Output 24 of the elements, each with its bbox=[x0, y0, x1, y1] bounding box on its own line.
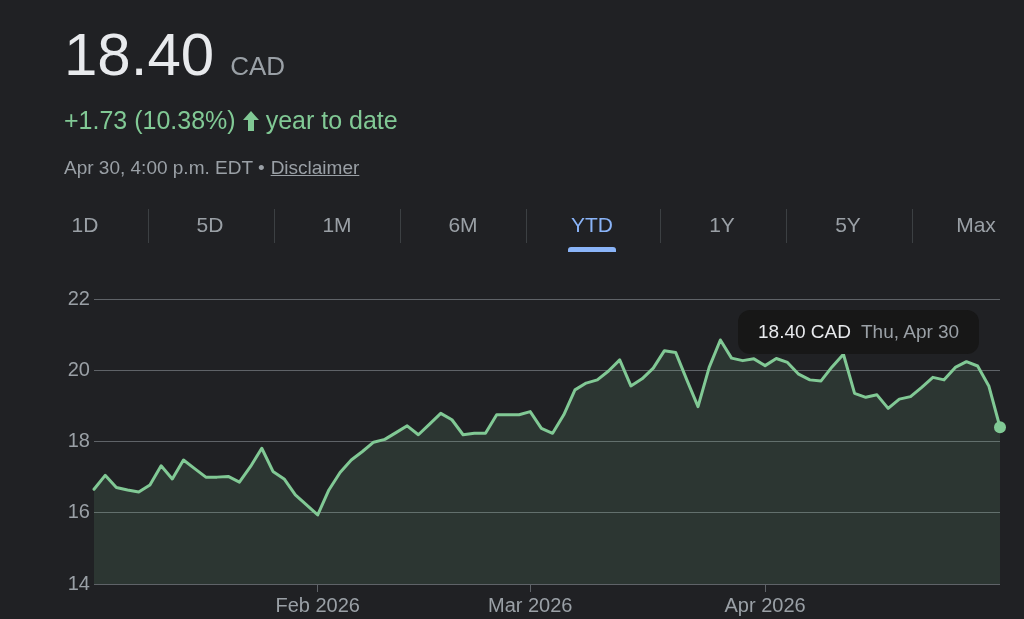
text: 1M bbox=[321, 213, 353, 237]
text: +1.73 (10.38%) bbox=[64, 106, 236, 135]
text: year to date bbox=[265, 106, 398, 135]
y-tick-label: 22 bbox=[67, 286, 90, 309]
text: Max bbox=[955, 213, 997, 237]
text: 1D bbox=[70, 213, 100, 237]
x-tick-label: Mar 2026 bbox=[487, 593, 573, 616]
annotation: Thu, Apr 30 bbox=[860, 321, 960, 343]
text: YTD bbox=[570, 213, 614, 237]
y-tick-label: 16 bbox=[67, 500, 90, 523]
text: 6M bbox=[447, 213, 479, 237]
y-tick-label: 20 bbox=[67, 357, 90, 380]
y-tick-label: 14 bbox=[67, 571, 90, 594]
chart-title: 18.40 bbox=[64, 20, 215, 89]
text: 1Y bbox=[708, 213, 736, 237]
y-tick-label: 18 bbox=[67, 429, 90, 452]
text: CAD bbox=[230, 51, 286, 82]
text: Apr 30, 4:00 p.m. EDT • bbox=[64, 157, 265, 179]
x-tick-label: Feb 2026 bbox=[275, 593, 360, 616]
text: 5D bbox=[195, 213, 225, 237]
text: Disclaimer bbox=[270, 157, 360, 179]
x-tick-label: Apr 2026 bbox=[724, 593, 806, 616]
text: 5Y bbox=[834, 213, 862, 237]
annotation: 18.40 CAD bbox=[758, 321, 851, 343]
